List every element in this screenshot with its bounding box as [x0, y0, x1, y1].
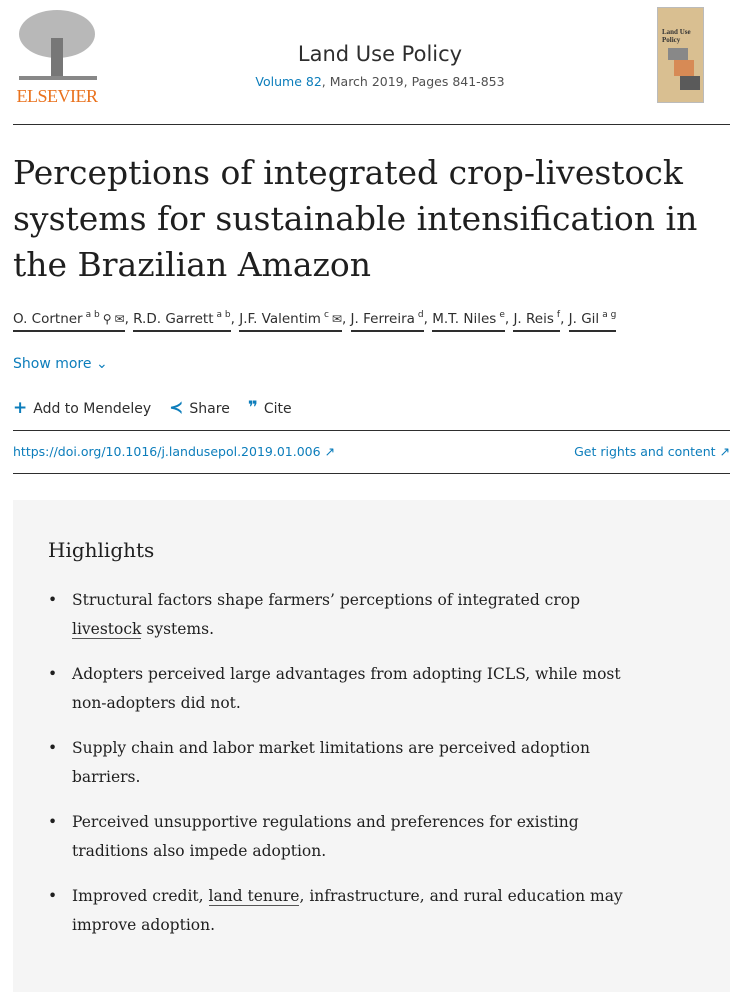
divider	[13, 473, 730, 474]
share-icon: ≺	[169, 398, 184, 418]
divider	[13, 430, 730, 431]
doi-link[interactable]: https://doi.org/10.1016/j.landusepol.201…	[13, 444, 336, 459]
highlight-item: Structural factors shape farmers’ percep…	[48, 586, 628, 644]
add-to-mendeley-button[interactable]: + Add to Mendeley	[13, 398, 152, 418]
rights-link[interactable]: Get rights and content ↗	[574, 444, 730, 459]
envelope-icon[interactable]: ✉	[331, 312, 342, 326]
highlight-item: Improved credit, land tenure, infrastruc…	[48, 882, 628, 940]
plus-icon: +	[13, 398, 28, 418]
share-button[interactable]: ≺ Share	[169, 398, 230, 418]
envelope-icon[interactable]: ✉	[114, 312, 125, 326]
cite-button[interactable]: ❞ Cite	[247, 398, 292, 418]
author-link[interactable]: R.D. Garrett a b	[133, 310, 231, 332]
journal-title[interactable]: Land Use Policy	[297, 42, 463, 66]
divider	[13, 124, 730, 125]
highlights-heading: Highlights	[48, 538, 155, 562]
show-more-button[interactable]: Show more ⌄	[13, 356, 108, 372]
highlights-section: Highlights Structural factors shape farm…	[13, 500, 730, 992]
author-link[interactable]: J. Gil a g	[568, 310, 617, 332]
article-actions: + Add to Mendeley ≺ Share ❞ Cite	[13, 398, 292, 418]
term-link[interactable]: livestock	[72, 620, 142, 639]
highlight-item: Adopters perceived large advantages from…	[48, 660, 628, 718]
term-link[interactable]: land tenure	[208, 887, 300, 906]
publisher-name: ELSEVIER	[16, 86, 99, 106]
author-link[interactable]: O. Cortner a b ⚲ ✉	[13, 310, 125, 332]
article-title: Perceptions of integrated crop-livestock…	[13, 153, 698, 284]
author-link[interactable]: J.F. Valentim c ✉	[239, 310, 342, 332]
quote-icon: ❞	[247, 398, 258, 418]
author-link[interactable]: J. Reis f	[513, 310, 561, 332]
person-icon[interactable]: ⚲	[102, 312, 112, 326]
highlight-item: Perceived unsupportive regulations and p…	[48, 808, 628, 866]
author-list: O. Cortner a b ⚲ ✉, R.D. Garrett a b, J.F. V…	[13, 310, 617, 332]
highlight-item: Supply chain and labor market limitation…	[48, 734, 628, 792]
journal-cover[interactable]: Land Use Policy	[657, 7, 704, 103]
author-link[interactable]: M.T. Niles e	[432, 310, 505, 332]
elsevier-logo[interactable]: ELSEVIER	[13, 8, 101, 106]
author-link[interactable]: J. Ferreira d	[350, 310, 424, 332]
chevron-down-icon: ⌄	[95, 356, 108, 372]
journal-header: Land Use Policy Volume 82, March 2019, P…	[200, 42, 560, 89]
tree-logo-icon	[19, 10, 97, 80]
highlights-list: Structural factors shape farmers’ percep…	[48, 586, 628, 956]
volume-link[interactable]: Volume 82	[255, 74, 322, 89]
journal-issue-info: Volume 82, March 2019, Pages 841-853	[255, 74, 505, 89]
